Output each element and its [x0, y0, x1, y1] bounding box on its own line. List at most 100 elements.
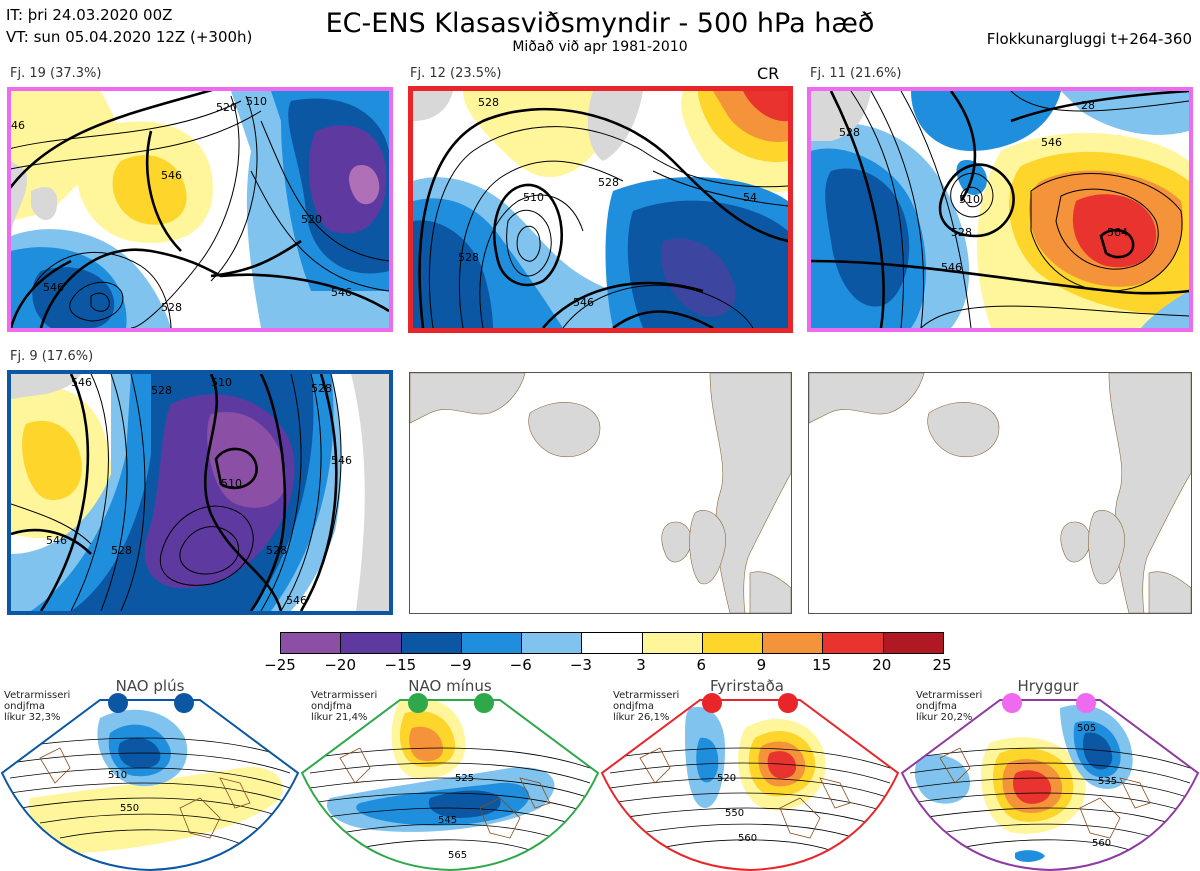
- map-title: EC-ENS Klasasviðsmyndir - 500 hPa hæð: [325, 8, 875, 39]
- cluster-map-3: 528 546 510 528 564 546 28: [807, 87, 1193, 332]
- nao-minus-marker-1: [408, 693, 428, 713]
- regime-stat-nao-plus: Vetrarmisseri ondjfma líkur 32,3%: [4, 690, 71, 723]
- panel-4-label: Fj. 9 (17.6%): [10, 349, 94, 364]
- panel-2-label: Fj. 12 (23.5%): [410, 66, 502, 81]
- svg-text:520: 520: [301, 213, 322, 226]
- colorbar-swatch: [642, 633, 703, 653]
- colorbar-tick-label: −9: [449, 656, 472, 674]
- colorbar-swatch: [281, 633, 342, 653]
- svg-text:528: 528: [311, 382, 332, 395]
- cluster-map-4: 546 528 510 528 510 546 528 546 528 546: [7, 370, 393, 615]
- colorbar-swatch: [522, 633, 583, 653]
- svg-text:535: 535: [1098, 776, 1117, 787]
- run-info: IT: þri 24.03.2020 00Z VT: sun 05.04.202…: [6, 4, 252, 48]
- svg-text:528: 528: [458, 251, 479, 264]
- regime-map-nao-minus: 525 545 565: [302, 700, 598, 870]
- colorbar-tick-label: 20: [872, 656, 892, 674]
- svg-text:520: 520: [717, 773, 736, 784]
- colorbar-tick-label: 6: [696, 656, 707, 674]
- svg-text:510: 510: [108, 770, 127, 781]
- panel-2-tag: CR: [757, 64, 780, 83]
- svg-text:528: 528: [598, 176, 619, 189]
- svg-text:546: 546: [331, 454, 352, 467]
- colorbar-tick-label: 15: [812, 656, 832, 674]
- colorbar-tick-label: 3: [636, 656, 646, 674]
- regime-map-nao-plus: 510 550: [2, 700, 298, 870]
- svg-text:546: 546: [331, 286, 352, 299]
- valid-time: VT: sun 05.04.2020 12Z (+300h): [6, 28, 253, 46]
- svg-text:546: 546: [1041, 136, 1062, 149]
- regime-title-nao-minus: NAO mínus: [408, 677, 492, 695]
- svg-text:550: 550: [120, 803, 139, 814]
- initial-time: IT: þri 24.03.2020 00Z: [6, 6, 173, 24]
- colorbar-tick-label: 25: [932, 656, 952, 674]
- blocking-marker-2: [778, 693, 798, 713]
- svg-text:546: 546: [46, 534, 67, 547]
- nao-plus-marker-2: [174, 693, 194, 713]
- cluster-map-1: 546 520 510 520 546 528 546 46: [7, 87, 393, 332]
- svg-text:565: 565: [448, 850, 467, 861]
- regime-stat-blocking: Vetrarmisseri ondjfma líkur 26,1%: [613, 690, 680, 723]
- regime-map-blocking: 520 550 560: [602, 700, 898, 870]
- colorbar-tick-label: −15: [384, 656, 417, 674]
- svg-text:510: 510: [221, 477, 242, 490]
- nao-minus-marker-2: [474, 693, 494, 713]
- empty-cluster-map-6: [808, 372, 1192, 614]
- svg-text:550: 550: [725, 808, 744, 819]
- regime-map-ridge: 505 535 560: [902, 700, 1198, 870]
- empty-cluster-map-5: [409, 372, 792, 614]
- anomaly-colorbar: [280, 632, 944, 654]
- svg-text:545: 545: [438, 815, 457, 826]
- colorbar-swatch: [823, 633, 884, 653]
- svg-text:564: 564: [1107, 226, 1128, 239]
- colorbar-tick-label: −20: [324, 656, 356, 674]
- svg-text:546: 546: [43, 281, 64, 294]
- regime-title-blocking: Fyrirstaða: [710, 677, 784, 695]
- svg-text:528: 528: [839, 126, 860, 139]
- ridge-marker-2: [1076, 693, 1096, 713]
- colorbar-tick-label: −6: [509, 656, 532, 674]
- svg-text:54: 54: [743, 191, 757, 204]
- regime-title-nao-plus: NAO plús: [115, 677, 185, 695]
- svg-text:546: 546: [573, 296, 594, 309]
- colorbar-swatch: [401, 633, 462, 653]
- blocking-marker-1: [702, 693, 722, 713]
- svg-text:546: 546: [286, 594, 307, 607]
- svg-text:520: 520: [216, 101, 237, 114]
- cluster-map-2: 528 528 510 528 546 54: [408, 86, 793, 333]
- colorbar-swatch: [341, 633, 402, 653]
- svg-text:528: 528: [478, 96, 499, 109]
- panel-1-label: Fj. 19 (37.3%): [10, 66, 102, 81]
- svg-text:28: 28: [1081, 99, 1095, 112]
- colorbar-swatch: [883, 633, 943, 653]
- svg-text:528: 528: [161, 301, 182, 314]
- svg-text:525: 525: [455, 773, 474, 784]
- nao-plus-marker-1: [108, 693, 128, 713]
- colorbar-swatch: [702, 633, 764, 653]
- ridge-marker-1: [1002, 693, 1022, 713]
- map-subtitle: Miðað við apr 1981-2010: [512, 39, 688, 55]
- regime-stat-nao-minus: Vetrarmisseri ondjfma líkur 21,4%: [311, 690, 378, 723]
- svg-text:546: 546: [71, 376, 92, 389]
- svg-text:510: 510: [523, 191, 544, 204]
- svg-text:528: 528: [151, 384, 172, 397]
- svg-text:510: 510: [246, 95, 267, 108]
- regime-diagrams: 510 550 525 545 565: [0, 693, 1200, 871]
- colorbar-swatch: [461, 633, 523, 653]
- regime-stat-ridge: Vetrarmisseri ondjfma líkur 20,2%: [916, 690, 983, 723]
- colorbar-swatch: [763, 633, 824, 653]
- svg-text:560: 560: [738, 833, 757, 844]
- svg-text:505: 505: [1077, 723, 1096, 734]
- svg-text:510: 510: [211, 376, 232, 389]
- colorbar-tick-label: 9: [756, 656, 767, 674]
- svg-text:546: 546: [161, 169, 182, 182]
- svg-text:528: 528: [266, 544, 287, 557]
- colorbar-tick-label: −3: [569, 656, 592, 674]
- svg-text:546: 546: [941, 261, 962, 274]
- svg-text:528: 528: [111, 544, 132, 557]
- panel-3-label: Fj. 11 (21.6%): [810, 66, 902, 81]
- colorbar-swatch: [582, 633, 643, 653]
- svg-text:528: 528: [951, 226, 972, 239]
- regime-title-ridge: Hryggur: [1017, 677, 1079, 695]
- svg-text:46: 46: [11, 119, 25, 132]
